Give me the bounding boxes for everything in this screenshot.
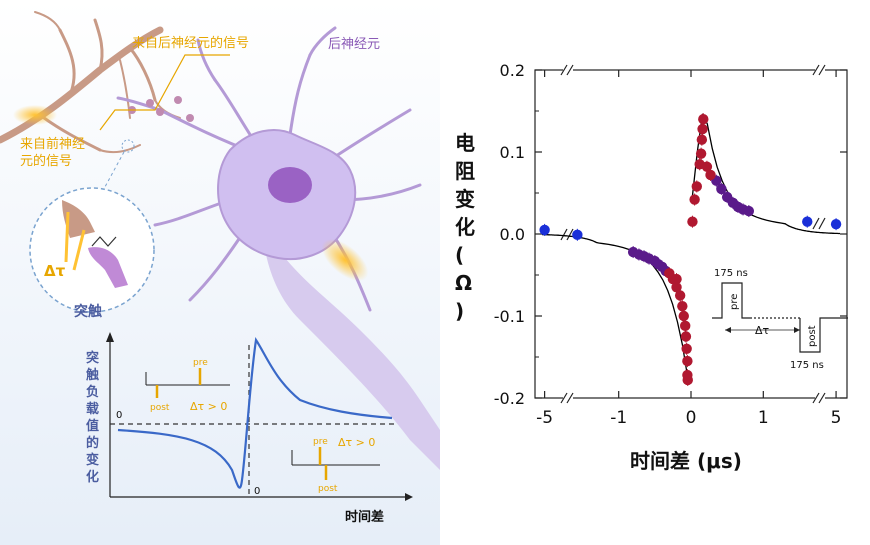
concept-inset-left: pre post Δτ > 0 [145, 358, 230, 413]
data-point [802, 216, 813, 227]
signal-glow [13, 105, 57, 125]
pulse-delta-label: Δτ [755, 324, 770, 337]
chart-ylabel: 电阻变化(Ω) [455, 131, 475, 323]
concept-y-zero: 0 [116, 410, 122, 421]
data-point [696, 134, 708, 145]
data-point [698, 114, 709, 125]
data-point [691, 181, 702, 192]
data-point [695, 148, 707, 159]
svg-text:pre: pre [313, 437, 328, 447]
svg-text:pre: pre [193, 358, 208, 368]
zoom-marker [121, 139, 135, 153]
y-tick-label: 0.2 [500, 61, 525, 80]
synapse-label: 突触 [74, 303, 102, 320]
data-point [743, 205, 755, 217]
y-tick-label: 0.1 [500, 143, 525, 162]
data-point [539, 224, 550, 236]
zoom-line [99, 151, 125, 197]
x-ticks: -5 -1 0 1 5 [536, 70, 841, 428]
x-tick-label: -1 [610, 408, 627, 428]
pulse-bottom-label: 175 ns [790, 360, 824, 371]
pulse-post-label: post [807, 325, 818, 347]
data-point [572, 229, 583, 241]
pulse-pre-label: pre [729, 294, 740, 310]
pulse-inset [712, 282, 848, 353]
synapse-inset: Δτ 突触 [29, 187, 155, 320]
concept-inset-right: pre post Δτ > 0 [291, 436, 380, 494]
x-tick-label: 0 [686, 408, 697, 428]
postsynaptic-neuron [116, 26, 440, 470]
data-point [678, 310, 689, 322]
pulse-top-label: 175 ns [714, 268, 748, 279]
data-point [680, 320, 691, 332]
y-tick-label: 0.0 [500, 225, 525, 244]
x-tick-label: 5 [831, 408, 842, 428]
data-point [689, 194, 700, 205]
data-point [697, 123, 708, 135]
data-point [674, 290, 686, 301]
fit-curve-negative [542, 233, 689, 376]
data-point [716, 183, 727, 195]
stdp-curve [117, 337, 393, 489]
data-point [830, 218, 842, 230]
data-point [680, 331, 692, 342]
y-tick-label: -0.1 [494, 307, 525, 326]
chart-xlabel: 时间差 (μs) [630, 449, 742, 473]
data-point [671, 282, 682, 293]
x-tick-label: -5 [536, 408, 553, 428]
concept-x-zero: 0 [254, 486, 260, 497]
neuron-illustration: 来自后神经元的信号 后神经元 来自前神经元的信号 Δτ 突触 [0, 0, 440, 545]
data-point [682, 355, 693, 367]
delta-tau-label: Δτ [44, 262, 66, 280]
post-signal-label: 来自后神经元的信号 [132, 35, 249, 51]
data-point [701, 161, 713, 172]
data-point [681, 343, 692, 354]
data-point [687, 216, 698, 227]
label-leader-line [99, 54, 230, 131]
data-point [705, 169, 716, 181]
x-tick-label: 1 [758, 408, 769, 428]
data-points [539, 113, 842, 386]
data-point [677, 300, 688, 312]
svg-text:post: post [150, 403, 170, 413]
post-neuron-label: 后神经元 [328, 37, 380, 52]
concept-ylabel: 突触负载值的变化 [85, 350, 99, 485]
pre-signal-label: 来自前神经元的信号 [20, 136, 85, 169]
y-ticks: 0.2 0.1 0.0 -0.1 -0.2 [494, 61, 847, 408]
axis-breaks [560, 64, 826, 404]
svg-text:post: post [318, 484, 338, 494]
data-point [682, 374, 693, 386]
y-tick-label: -0.2 [494, 389, 525, 408]
concept-xlabel: 时间差 [345, 509, 384, 525]
svg-text:Δτ > 0: Δτ > 0 [190, 400, 227, 413]
concept-plot: 突触负载值的变化 时间差 0 0 pre post Δτ > 0 pre pos… [85, 332, 413, 525]
fit-curve-positive [691, 113, 840, 235]
svg-text:Δτ > 0: Δτ > 0 [338, 436, 375, 449]
data-point [671, 273, 682, 285]
resistance-chart: 0.20.10.0-0.1-0.2 -5 -1 0 1 5 175 ns pre Δτ … [455, 61, 848, 473]
